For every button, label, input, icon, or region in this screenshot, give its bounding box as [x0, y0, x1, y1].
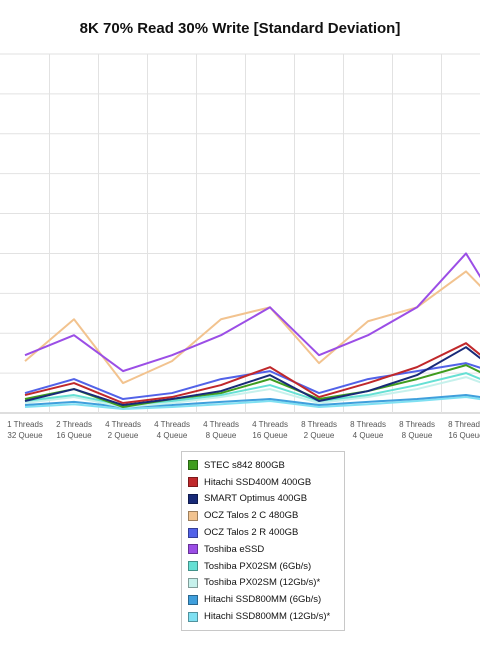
- legend-label: OCZ Talos 2 C 480GB: [204, 510, 299, 522]
- series-line: [24, 396, 480, 411]
- series-line: [24, 346, 480, 407]
- x-tick-label: 8 Threads 2 Queue: [301, 420, 337, 440]
- legend-item: Toshiba PX02SM (12Gb/s)*: [188, 575, 344, 592]
- series-line: [24, 376, 480, 409]
- series-line: [24, 362, 480, 401]
- x-tick-label: 4 Threads 2 Queue: [105, 420, 141, 440]
- legend-label: STEC s842 800GB: [204, 459, 285, 471]
- x-tick-label: 8 Threads 8 Queue: [399, 420, 435, 440]
- legend-label: Toshiba PX02SM (12Gb/s)*: [204, 577, 321, 589]
- x-tick-label: 1 Threads 32 Queue: [7, 420, 43, 440]
- legend-item: STEC s842 800GB: [188, 457, 344, 474]
- legend-swatch: [188, 527, 198, 538]
- legend-item: Hitachi SSD800MM (6Gb/s): [188, 591, 344, 608]
- legend-swatch: [188, 493, 198, 504]
- legend: STEC s842 800GB Hitachi SSD400M 400GB SMAR…: [181, 451, 345, 631]
- x-tick-label: 2 Threads 16 Queue: [56, 420, 92, 440]
- legend-label: Toshiba PX02SM (6Gb/s): [204, 560, 312, 572]
- legend-swatch: [188, 477, 198, 488]
- x-tick-label: 4 Threads 4 Queue: [154, 420, 190, 440]
- series-lines: [24, 252, 480, 411]
- series-line: [24, 394, 480, 409]
- plot-grid: [0, 53, 480, 414]
- legend-label: Toshiba eSSD: [204, 543, 265, 555]
- legend-item: SMART Optimus 400GB: [188, 491, 344, 508]
- legend-swatch: [188, 460, 198, 471]
- legend-label: OCZ Talos 2 R 400GB: [204, 527, 299, 539]
- x-tick-label: 8 Threads 4 Queue: [350, 420, 386, 440]
- legend-swatch: [188, 510, 198, 521]
- legend-swatch: [188, 561, 198, 572]
- legend-item: Toshiba eSSD: [188, 541, 344, 558]
- legend-swatch: [188, 577, 198, 588]
- chart-title: 8K 70% Read 30% Write [Standard Deviatio…: [79, 20, 401, 37]
- legend-item: Toshiba PX02SM (6Gb/s): [188, 558, 344, 575]
- legend-label: Hitachi SSD400M 400GB: [204, 476, 312, 488]
- legend-item: OCZ Talos 2 C 480GB: [188, 507, 344, 524]
- legend-swatch: [188, 594, 198, 605]
- legend-item: OCZ Talos 2 R 400GB: [188, 524, 344, 541]
- series-line: [24, 270, 480, 385]
- legend-swatch: [188, 544, 198, 555]
- series-line: [24, 364, 480, 409]
- x-tick-label: 4 Threads 8 Queue: [203, 420, 239, 440]
- legend-item: Hitachi SSD800MM (12Gb/s)*: [188, 608, 344, 625]
- x-tick-label: 4 Threads 16 Queue: [252, 420, 288, 440]
- legend-label: Hitachi SSD800MM (12Gb/s)*: [204, 611, 331, 623]
- x-tick-labels: 1 Threads 32 Queue 2 Threads 16 Queue 4 Thre…: [7, 420, 480, 440]
- series-line: [24, 252, 480, 373]
- legend-swatch: [188, 611, 198, 622]
- legend-label: SMART Optimus 400GB: [204, 493, 308, 505]
- legend-label: Hitachi SSD800MM (6Gb/s): [204, 594, 322, 606]
- series-line: [24, 342, 480, 405]
- legend-item: Hitachi SSD400M 400GB: [188, 474, 344, 491]
